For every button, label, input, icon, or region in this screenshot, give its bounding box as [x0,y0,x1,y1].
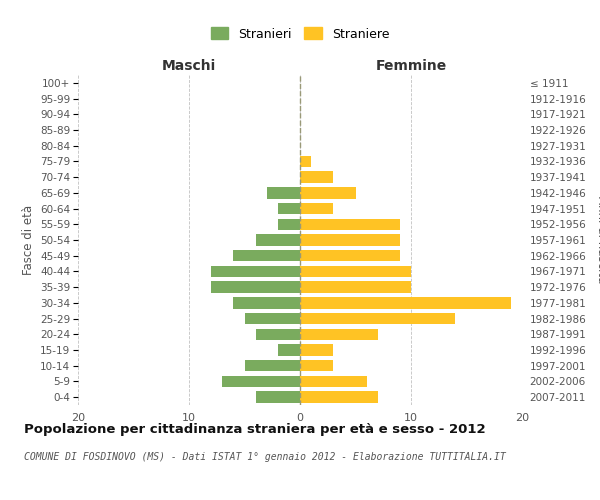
Bar [245,360,300,372]
Text: COMUNE DI FOSDINOVO (MS) - Dati ISTAT 1° gennaio 2012 - Elaborazione TUTTITALIA.: COMUNE DI FOSDINOVO (MS) - Dati ISTAT 1°… [24,452,506,462]
Bar [300,376,367,387]
Bar [233,297,300,308]
Bar [300,344,334,356]
Bar [223,376,300,387]
Text: Femmine: Femmine [376,58,446,72]
Bar [300,360,334,372]
Bar [211,266,300,277]
Bar [300,156,311,167]
Bar [300,250,400,262]
Bar [300,172,334,183]
Bar [245,313,300,324]
Bar [256,392,300,403]
Y-axis label: Fasce di età: Fasce di età [22,205,35,275]
Bar [300,266,411,277]
Bar [278,203,300,214]
Bar [300,234,400,246]
Bar [300,187,356,198]
Legend: Stranieri, Straniere: Stranieri, Straniere [206,22,394,46]
Bar [300,282,411,293]
Text: Popolazione per cittadinanza straniera per età e sesso - 2012: Popolazione per cittadinanza straniera p… [24,422,485,436]
Bar [300,218,400,230]
Bar [300,328,378,340]
Bar [278,218,300,230]
Bar [300,203,334,214]
Bar [278,344,300,356]
Bar [211,282,300,293]
Bar [256,328,300,340]
Bar [256,234,300,246]
Y-axis label: Anni di nascita: Anni di nascita [595,196,600,284]
Bar [300,392,378,403]
Bar [300,313,455,324]
Bar [233,250,300,262]
Bar [300,297,511,308]
Text: Maschi: Maschi [162,58,216,72]
Bar [267,187,300,198]
